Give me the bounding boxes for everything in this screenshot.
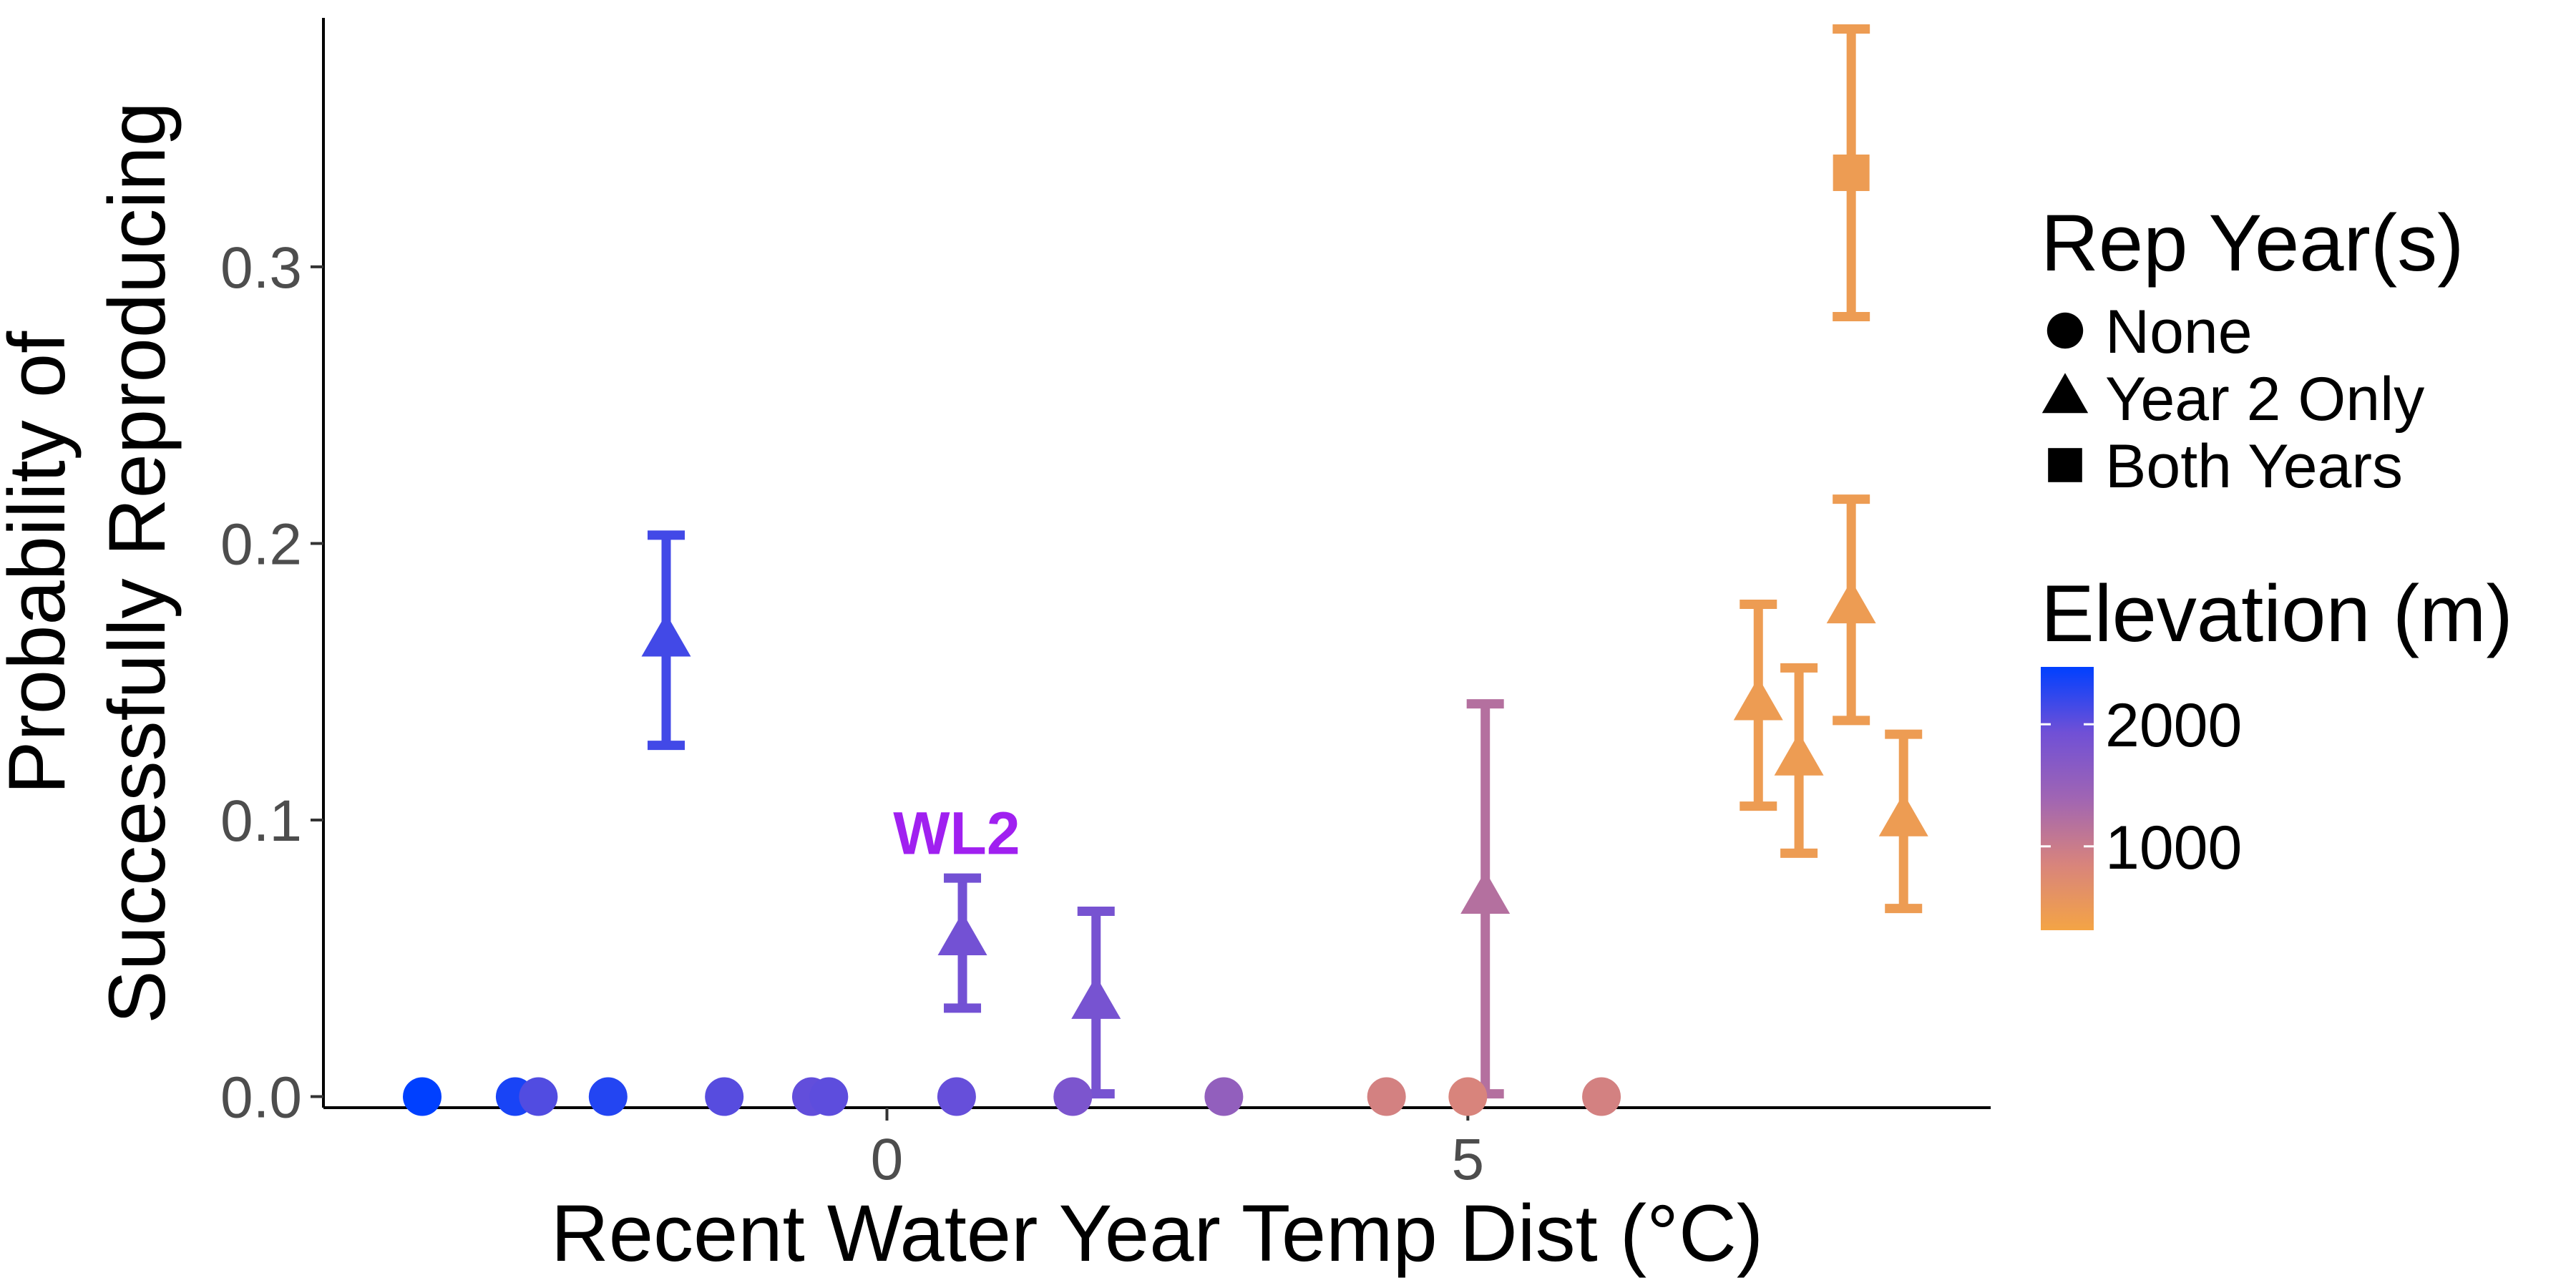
y-tick-label: 0.1	[220, 789, 302, 854]
x-axis-title: Recent Water Year Temp Dist (°C)	[551, 1189, 1763, 1278]
data-point-circle	[588, 1077, 628, 1116]
y-tick-label: 0.3	[220, 235, 302, 301]
y-tick-label: 0.2	[220, 512, 302, 577]
legend-label-circle: None	[2105, 298, 2253, 366]
data-point-circle	[705, 1077, 744, 1116]
data-point-square	[1833, 154, 1870, 191]
data-point-triangle	[1774, 732, 1824, 776]
data-point-circle	[1204, 1077, 1244, 1116]
legend-key-square	[2048, 448, 2082, 482]
shape-legend-title: Rep Year(s)	[2041, 198, 2464, 288]
data-point-triangle	[1460, 871, 1511, 914]
data-point-triangle	[937, 912, 987, 956]
y-axis-title-line: Successfully Reproducing	[92, 102, 182, 1024]
data-point-circle	[1448, 1077, 1488, 1116]
y-axis-title-line: Probability of	[0, 331, 82, 794]
data-point-circle	[403, 1077, 442, 1116]
wl2-annotation: WL2	[893, 799, 1020, 867]
colorbar-tick-label: 2000	[2105, 691, 2242, 760]
legend-key-triangle	[2041, 373, 2089, 414]
colorbar-tick-label: 1000	[2105, 814, 2242, 882]
data-point-triangle	[1878, 793, 1928, 836]
data-point-circle	[937, 1077, 976, 1116]
data-point-triangle	[1071, 975, 1121, 1019]
y-axis-title: Probability of Successfully Reproducing	[0, 102, 182, 1024]
data-point-triangle	[1826, 580, 1876, 624]
data-point-circle	[1053, 1077, 1093, 1116]
color-legend-title: Elevation (m)	[2041, 569, 2513, 658]
legend-label-triangle: Year 2 Only	[2105, 365, 2424, 434]
data-point-triangle	[641, 613, 691, 657]
data-points	[403, 154, 1928, 1116]
x-tick-label: 0	[871, 1127, 904, 1192]
legend-key-circle	[2046, 312, 2084, 349]
data-point-circle	[519, 1077, 558, 1116]
annotations: WL2	[893, 799, 1020, 867]
data-point-circle	[809, 1077, 849, 1116]
data-point-triangle	[1733, 677, 1783, 721]
error-bars	[647, 24, 1923, 1099]
legend-label-square: Both Years	[2105, 432, 2403, 501]
data-point-circle	[1367, 1077, 1406, 1116]
data-point-circle	[1582, 1077, 1621, 1116]
y-tick-label: 0.0	[220, 1065, 302, 1131]
elevation-colorbar	[2041, 667, 2094, 930]
x-tick-label: 5	[1452, 1127, 1485, 1192]
